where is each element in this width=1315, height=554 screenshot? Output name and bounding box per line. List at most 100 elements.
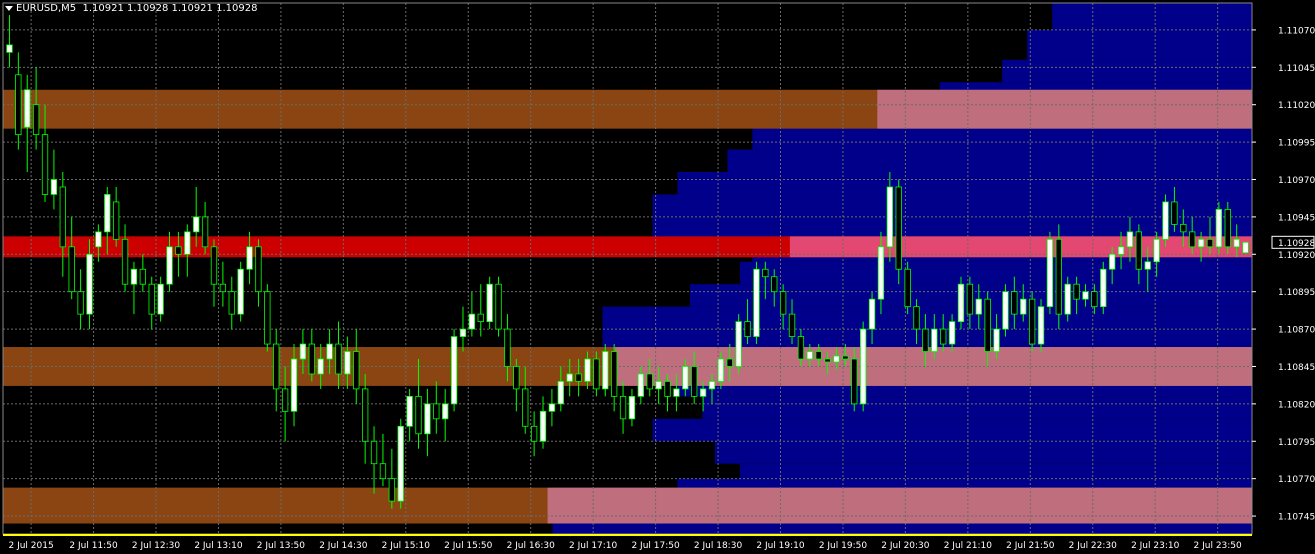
- candle-body: [255, 246, 262, 293]
- candle-body: [539, 410, 547, 442]
- candle-body: [1206, 238, 1214, 248]
- price-tag-box: [1271, 235, 1315, 249]
- symbol-label: EURUSD,M5: [16, 3, 77, 14]
- candle-body: [379, 463, 387, 480]
- candle-body: [1126, 231, 1134, 248]
- profile-bar: [1002, 59, 1252, 83]
- candle-body: [797, 336, 805, 360]
- candle-body: [281, 388, 289, 412]
- candle-body: [886, 186, 893, 248]
- candle-body: [717, 358, 725, 382]
- candle-body: [1180, 223, 1187, 233]
- candle-body: [104, 194, 111, 233]
- x-tick-label: 2 Jul 23:10: [1131, 541, 1180, 551]
- candle-body: [148, 283, 155, 315]
- y-tick-label: 1.10870: [1278, 326, 1315, 336]
- candle-body: [1064, 283, 1071, 315]
- candle-body: [975, 298, 982, 315]
- candle-body: [806, 351, 813, 360]
- candle-body: [1091, 291, 1098, 308]
- candle-body: [584, 358, 591, 382]
- profile-bar: [652, 418, 1252, 442]
- candle-body: [1037, 306, 1045, 345]
- dropdown-triangle-icon[interactable]: [5, 5, 13, 11]
- candle-body: [415, 395, 422, 435]
- candle-body: [904, 268, 911, 308]
- candle-body: [682, 366, 689, 390]
- candle-body: [637, 373, 644, 397]
- candle-body: [486, 283, 493, 322]
- profile-bar: [677, 172, 1252, 195]
- candle-body: [815, 351, 822, 360]
- candle-body: [673, 388, 680, 397]
- x-tick-label: 2 Jul 16:30: [507, 541, 556, 551]
- candle-body: [833, 355, 840, 363]
- candle-body: [1109, 253, 1116, 270]
- candle-body: [779, 291, 787, 315]
- candle-body: [130, 268, 138, 285]
- candle-body: [1144, 261, 1151, 270]
- candle-body: [735, 321, 742, 367]
- candle-body: [646, 373, 653, 390]
- x-tick-label: 2 Jul 15:10: [382, 541, 431, 551]
- level-zone: [3, 487, 1252, 524]
- profile-bar: [652, 194, 1252, 217]
- candle-body: [219, 283, 227, 293]
- candle-body: [957, 283, 965, 322]
- y-tick-label: 1.11045: [1278, 64, 1315, 74]
- current-price-label: 1.10928: [1278, 239, 1315, 249]
- candle-body: [1028, 298, 1036, 345]
- candle-body: [77, 291, 84, 315]
- level-zone: [3, 89, 1252, 129]
- y-tick-label: 1.10895: [1278, 288, 1315, 298]
- candle-body: [246, 246, 253, 270]
- candle-body: [139, 268, 146, 285]
- candle-body: [1100, 268, 1107, 308]
- candle-body: [1215, 209, 1223, 248]
- candle-body: [1117, 246, 1125, 255]
- candle-body: [868, 298, 876, 330]
- candle-body: [1002, 291, 1009, 330]
- value-area-zone: [877, 89, 1252, 129]
- candle-body: [771, 276, 778, 293]
- value-area-zone: [547, 487, 1252, 524]
- candle-body: [931, 328, 938, 352]
- candle-body: [459, 328, 467, 337]
- candle-body: [1189, 231, 1196, 248]
- candle-body: [1073, 283, 1080, 300]
- candle-body: [699, 388, 707, 397]
- candle-body: [513, 366, 520, 390]
- candle-body: [522, 388, 529, 427]
- candle-body: [495, 283, 502, 330]
- candle-body: [940, 328, 947, 345]
- candle-body: [175, 246, 182, 255]
- candle-body: [1082, 291, 1089, 300]
- candle-body: [984, 298, 991, 352]
- candle-body: [166, 246, 173, 285]
- candle-body: [851, 358, 858, 405]
- candle-body: [353, 351, 360, 390]
- candle-body: [433, 403, 440, 420]
- candle-body: [913, 306, 920, 330]
- x-tick-label: 2 Jul 19:10: [756, 541, 805, 551]
- profile-bar: [1052, 3, 1252, 30]
- candle-body: [842, 355, 849, 360]
- x-tick-label: 2 Jul 17:50: [631, 541, 680, 551]
- x-tick-label: 2 Jul 19:50: [819, 541, 868, 551]
- candle-body: [442, 403, 449, 420]
- candle-body: [210, 246, 218, 285]
- candle-body: [388, 478, 395, 502]
- x-tick-label: 2 Jul 13:50: [257, 541, 306, 551]
- candle-body: [1055, 238, 1062, 315]
- candle-body: [593, 358, 600, 390]
- candle-body: [1242, 241, 1249, 254]
- x-tick-label: 2 Jul 15:50: [444, 541, 493, 551]
- candle-body: [273, 343, 280, 390]
- candle-body: [504, 328, 511, 367]
- candle-body: [708, 381, 716, 390]
- candle-body: [95, 231, 102, 248]
- candle-body: [895, 186, 902, 270]
- candle-body: [611, 351, 618, 397]
- candle-body: [788, 313, 796, 337]
